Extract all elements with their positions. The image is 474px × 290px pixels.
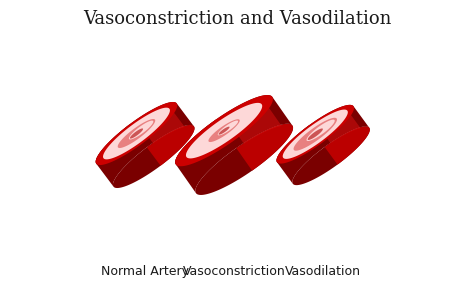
Polygon shape bbox=[218, 121, 238, 135]
Polygon shape bbox=[276, 126, 370, 164]
Polygon shape bbox=[276, 105, 369, 184]
Polygon shape bbox=[195, 124, 293, 195]
Polygon shape bbox=[113, 125, 194, 188]
Polygon shape bbox=[129, 121, 153, 139]
Polygon shape bbox=[103, 108, 170, 160]
Polygon shape bbox=[283, 110, 348, 159]
Polygon shape bbox=[175, 95, 273, 166]
Polygon shape bbox=[136, 104, 185, 143]
Polygon shape bbox=[96, 102, 177, 165]
Polygon shape bbox=[307, 119, 335, 141]
Text: Vasoconstriction: Vasoconstriction bbox=[183, 265, 285, 278]
Polygon shape bbox=[96, 124, 194, 166]
Polygon shape bbox=[219, 127, 229, 135]
Text: Vasoconstriction and Vasodilation: Vasoconstriction and Vasodilation bbox=[83, 10, 391, 28]
Polygon shape bbox=[292, 126, 370, 185]
Polygon shape bbox=[175, 95, 292, 193]
Text: Vasodilation: Vasodilation bbox=[285, 265, 361, 278]
Polygon shape bbox=[186, 103, 262, 158]
Polygon shape bbox=[293, 118, 337, 151]
Polygon shape bbox=[175, 119, 293, 171]
Polygon shape bbox=[209, 119, 240, 142]
Polygon shape bbox=[96, 102, 194, 187]
Text: Normal Artery: Normal Artery bbox=[101, 265, 189, 278]
Polygon shape bbox=[308, 128, 323, 140]
Polygon shape bbox=[130, 128, 143, 139]
Polygon shape bbox=[224, 97, 282, 144]
Polygon shape bbox=[276, 105, 354, 164]
Polygon shape bbox=[118, 119, 155, 148]
Polygon shape bbox=[315, 107, 361, 143]
